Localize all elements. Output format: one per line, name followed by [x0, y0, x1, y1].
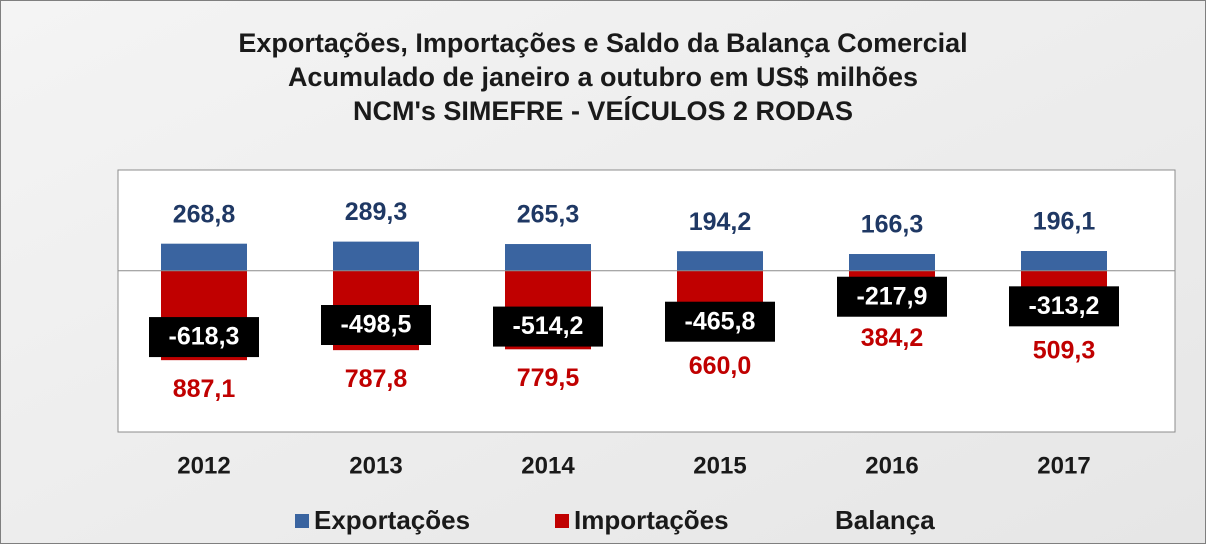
legend-label: Exportações	[314, 505, 470, 535]
bar	[161, 243, 247, 271]
x-tick-label: 2014	[521, 452, 575, 479]
bar	[1021, 251, 1107, 271]
data-label: 779,5	[517, 364, 580, 392]
bar	[677, 251, 763, 271]
data-label: -465,8	[685, 307, 756, 335]
data-label: -313,2	[1029, 292, 1100, 320]
legend-swatch	[555, 514, 569, 528]
balance-marker	[665, 301, 775, 342]
x-tick-label: 2012	[177, 452, 230, 479]
data-label: 787,8	[345, 365, 408, 393]
data-label: 509,3	[1033, 337, 1096, 365]
data-label: -514,2	[513, 312, 584, 340]
data-label: 194,2	[689, 208, 752, 236]
balance-marker	[493, 306, 603, 347]
data-label: -618,3	[169, 323, 240, 351]
x-tick-label: 2016	[865, 452, 918, 479]
data-label: -498,5	[341, 311, 412, 339]
data-label: 265,3	[517, 201, 580, 229]
balance-marker	[837, 276, 947, 317]
data-label: 268,8	[173, 200, 236, 228]
data-label: 384,2	[861, 324, 924, 352]
data-label: 887,1	[173, 375, 236, 403]
data-label: -217,9	[857, 282, 928, 310]
legend-label: Balança	[835, 505, 935, 535]
data-label: 166,3	[861, 211, 924, 239]
balance-marker	[321, 305, 431, 346]
x-tick-label: 2013	[349, 452, 402, 479]
chart-title: Acumulado de janeiro a outubro em US$ mi…	[288, 62, 918, 92]
data-label: 196,1	[1033, 208, 1096, 236]
balance-marker	[149, 317, 259, 358]
data-label: 660,0	[689, 352, 752, 380]
bar	[849, 254, 935, 271]
x-tick-label: 2017	[1037, 452, 1090, 479]
bar	[333, 241, 419, 271]
data-label: 289,3	[345, 198, 408, 226]
legend-label: Importações	[574, 505, 729, 535]
balance-marker	[1009, 286, 1119, 327]
plot-area	[117, 169, 1176, 433]
bar	[505, 244, 591, 271]
legend-swatch	[295, 514, 309, 528]
chart-title: NCM's SIMEFRE - VEÍCULOS 2 RODAS	[353, 95, 853, 126]
chart-title: Exportações, Importações e Saldo da Bala…	[238, 28, 967, 58]
x-tick-label: 2015	[693, 452, 746, 479]
